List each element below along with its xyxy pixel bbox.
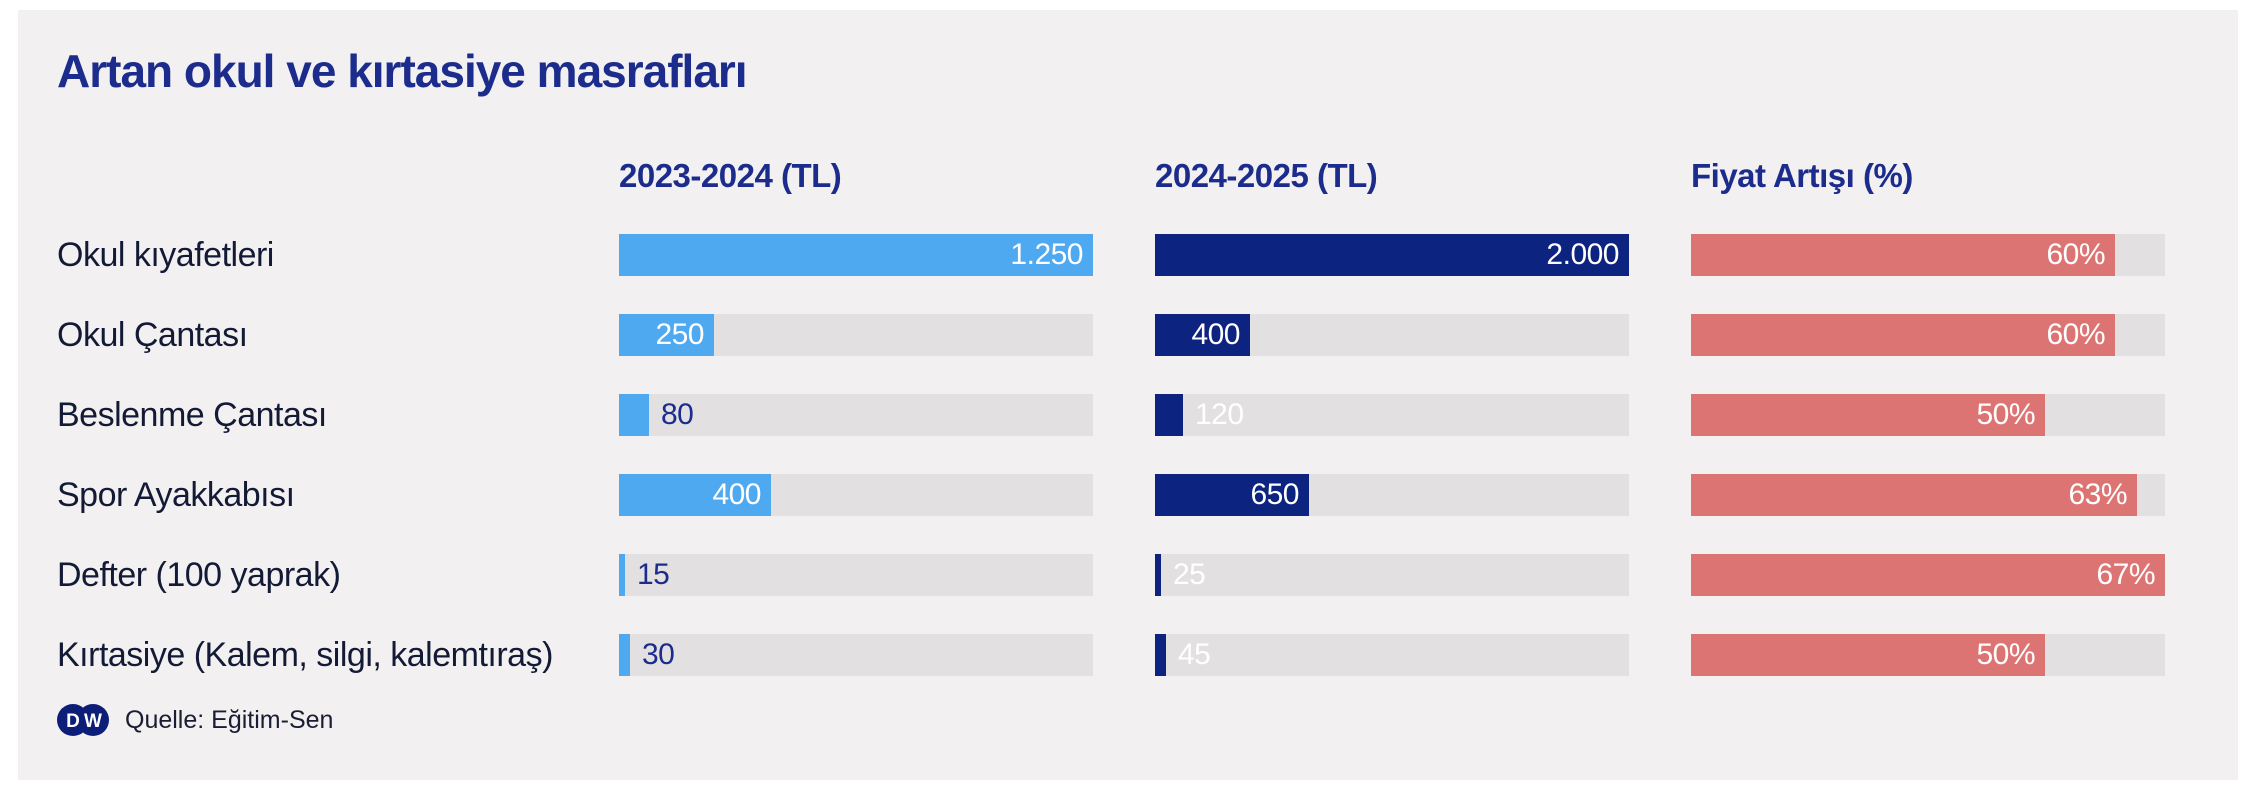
bar-track: 67% <box>1691 554 2165 596</box>
bar-cell: 50% <box>1691 634 2165 676</box>
bar-cell: 30 <box>619 634 1093 676</box>
bar-value-label: 60% <box>2046 238 2105 271</box>
bar-cell: 2.000 <box>1155 234 1629 276</box>
bar-cell: 60% <box>1691 234 2165 276</box>
bar-value-label: 400 <box>712 478 761 511</box>
bar-fill: 400 <box>1155 314 1250 356</box>
bar-fill <box>1155 394 1183 436</box>
row-label: Okul kıyafetleri <box>57 236 274 274</box>
bar-track: 400 <box>1155 314 1629 356</box>
bar-cell: 15 <box>619 554 1093 596</box>
bar-cell: 25 <box>1155 554 1629 596</box>
bar-fill: 60% <box>1691 234 2115 276</box>
row-label: Defter (100 yaprak) <box>57 556 341 594</box>
bar-track: 400 <box>619 474 1093 516</box>
bar-track: 80 <box>619 394 1093 436</box>
bar-cell: 1.250 <box>619 234 1093 276</box>
bar-fill: 650 <box>1155 474 1309 516</box>
bar-cell: 650 <box>1155 474 1629 516</box>
bar-cell: 250 <box>619 314 1093 356</box>
bar-fill <box>1155 554 1161 596</box>
dw-logo-letter-w: W <box>84 711 102 732</box>
bar-value-label: 50% <box>1976 638 2035 671</box>
bar-value-label: 2.000 <box>1546 238 1619 271</box>
page-title: Artan okul ve kırtasiye masrafları <box>57 45 748 97</box>
bar-value-label: 67% <box>2096 558 2155 591</box>
column-header-2024-2025: 2024-2025 (TL) <box>1155 157 1378 194</box>
column-header-price-increase: Fiyat Artışı (%) <box>1691 157 1913 194</box>
bar-fill <box>619 554 625 596</box>
bar-value-label: 250 <box>655 318 704 351</box>
bar-value-label: 1.250 <box>1010 238 1083 271</box>
bar-fill: 67% <box>1691 554 2165 596</box>
bar-value-label: 30 <box>642 638 675 671</box>
bar-chart-grid: 2023-2024 (TL) 2024-2025 (TL) Fiyat Artı… <box>57 154 2166 676</box>
bar-value-label: 650 <box>1250 478 1299 511</box>
bar-value-label: 63% <box>2068 478 2127 511</box>
bar-track: 650 <box>1155 474 1629 516</box>
bar-value-label: 400 <box>1191 318 1240 351</box>
bar-track: 25 <box>1155 554 1629 596</box>
bar-value-label: 60% <box>2046 318 2105 351</box>
bar-value-label: 120 <box>1195 398 1244 431</box>
bar-cell: 400 <box>1155 314 1629 356</box>
bar-track: 120 <box>1155 394 1629 436</box>
bar-track: 60% <box>1691 234 2165 276</box>
column-header-2023-2024: 2023-2024 (TL) <box>619 157 842 194</box>
bar-value-label: 45 <box>1178 638 1211 671</box>
source-label: Quelle: Eğitim-Sen <box>125 706 334 734</box>
bar-fill <box>619 394 649 436</box>
bar-cell: 50% <box>1691 394 2165 436</box>
row-label: Spor Ayakkabısı <box>57 476 295 514</box>
bar-fill: 60% <box>1691 314 2115 356</box>
bar-value-label: 80 <box>661 398 694 431</box>
bar-fill: 63% <box>1691 474 2137 516</box>
infographic-card: Artan okul ve kırtasiye masrafları 2023-… <box>18 10 2238 780</box>
bar-track: 45 <box>1155 634 1629 676</box>
bar-track: 15 <box>619 554 1093 596</box>
bar-fill: 50% <box>1691 634 2045 676</box>
bar-fill: 1.250 <box>619 234 1093 276</box>
bar-track: 2.000 <box>1155 234 1629 276</box>
bar-cell: 60% <box>1691 314 2165 356</box>
bar-fill <box>1155 634 1166 676</box>
bar-track: 60% <box>1691 314 2165 356</box>
bar-track: 50% <box>1691 394 2165 436</box>
bar-cell: 120 <box>1155 394 1629 436</box>
bar-fill: 2.000 <box>1155 234 1629 276</box>
bar-track: 50% <box>1691 634 2165 676</box>
bar-fill: 50% <box>1691 394 2045 436</box>
row-label: Kırtasiye (Kalem, silgi, kalemtıraş) <box>57 636 553 674</box>
bar-cell: 63% <box>1691 474 2165 516</box>
dw-logo-letter-d: D <box>66 711 80 732</box>
bar-track: 63% <box>1691 474 2165 516</box>
bar-track: 30 <box>619 634 1093 676</box>
bar-cell: 45 <box>1155 634 1629 676</box>
bar-fill <box>619 634 630 676</box>
row-label: Beslenme Çantası <box>57 396 327 434</box>
bar-value-label: 15 <box>637 558 670 591</box>
bar-fill: 400 <box>619 474 771 516</box>
bar-cell: 400 <box>619 474 1093 516</box>
bar-cell: 67% <box>1691 554 2165 596</box>
bar-fill: 250 <box>619 314 714 356</box>
bar-track: 250 <box>619 314 1093 356</box>
row-label: Okul Çantası <box>57 316 248 354</box>
bar-value-label: 25 <box>1173 558 1206 591</box>
source-footer: D W Quelle: Eğitim-Sen <box>57 704 2238 736</box>
bar-cell: 80 <box>619 394 1093 436</box>
dw-logo-icon: D W <box>57 704 109 736</box>
bar-track: 1.250 <box>619 234 1093 276</box>
bar-value-label: 50% <box>1976 398 2035 431</box>
